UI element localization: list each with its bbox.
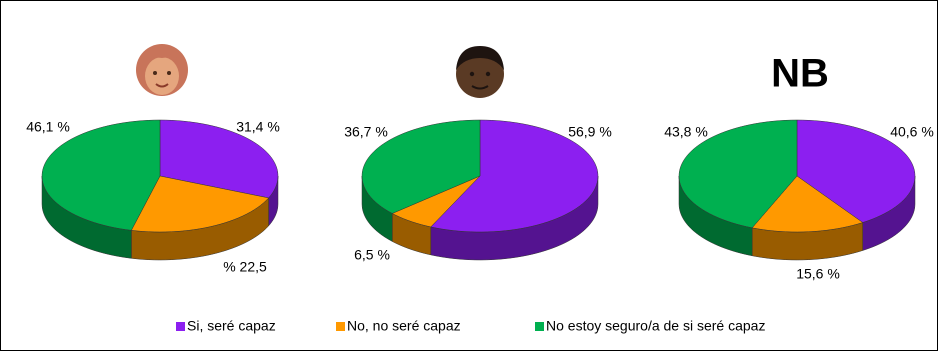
legend-swatch (176, 322, 185, 331)
data-label: 46,1 % (26, 119, 70, 135)
legend-swatch (535, 322, 544, 331)
data-label: 6,5 % (354, 247, 390, 263)
legend-swatch (336, 322, 345, 331)
data-label: % 22,5 (223, 259, 267, 275)
boy-icon (456, 46, 504, 98)
data-label: 15,6 % (796, 266, 840, 282)
girl-icon (136, 44, 188, 96)
slice (796, 119, 916, 223)
data-label: 31,4 % (236, 119, 280, 135)
chart-title: NB (771, 52, 829, 96)
legend-label: No estoy seguro/a de si seré capaz (546, 318, 765, 334)
legend-label: No, no seré capaz (347, 318, 461, 334)
legend-label: Si, seré capaz (187, 318, 276, 334)
slice (41, 119, 161, 231)
slice (130, 175, 270, 233)
slice (159, 119, 279, 199)
slice (391, 175, 481, 228)
slice (678, 119, 798, 229)
data-label: 56,9 % (568, 124, 612, 140)
slice (430, 119, 599, 233)
slice (751, 175, 864, 233)
data-label: 43,8 % (664, 124, 708, 140)
data-label: 40,6 % (890, 124, 934, 140)
data-label: 36,7 % (344, 124, 388, 140)
slice (361, 119, 481, 214)
